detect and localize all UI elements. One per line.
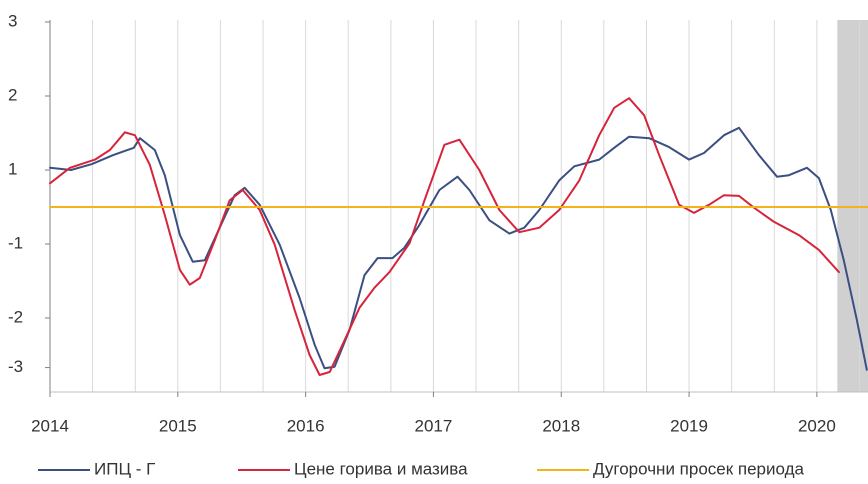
- x-tick-label: 2019: [670, 416, 708, 435]
- x-tick-label: 2020: [798, 416, 836, 435]
- x-tick-label: 2014: [31, 416, 69, 435]
- y-tick-label: 2: [8, 85, 17, 104]
- line: [49, 126, 868, 371]
- x-tick-label: 2017: [415, 416, 453, 435]
- legend-label: ИПЦ - Г: [94, 459, 155, 478]
- y-tick-label: -2: [8, 307, 23, 326]
- x-tick-label: 2018: [542, 416, 580, 435]
- line: [49, 97, 840, 376]
- x-tick-label: 2016: [287, 416, 325, 435]
- y-tick-label: -1: [8, 233, 23, 252]
- legend-label: Цене горива и мазива: [294, 459, 468, 478]
- y-tick-label: -3: [8, 357, 23, 376]
- legend-label: Дугорочни просек периода: [593, 459, 805, 478]
- x-tick-label: 2015: [159, 416, 197, 435]
- y-tick-label: 3: [8, 11, 17, 30]
- y-tick-label: 1: [8, 159, 17, 178]
